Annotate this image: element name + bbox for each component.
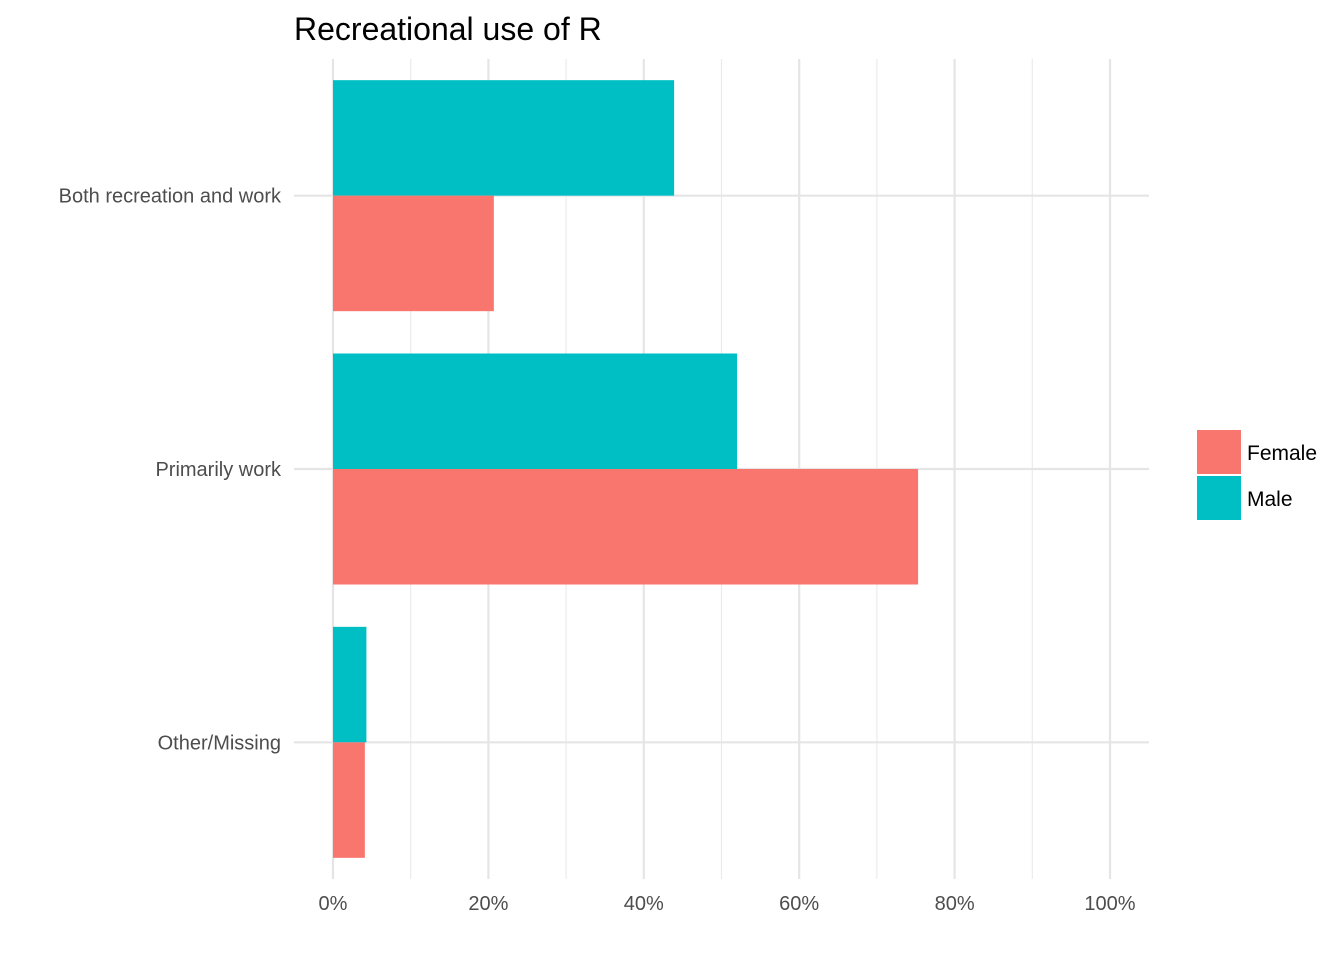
- y-tick-label: Other/Missing: [158, 732, 281, 754]
- x-tick-label: 60%: [779, 893, 819, 915]
- legend: Female Male: [1197, 430, 1317, 520]
- y-tick-label: Both recreation and work: [59, 186, 282, 208]
- x-tick-label: 0%: [319, 893, 348, 915]
- y-axis-labels: Both recreation and work Primarily work Ot…: [59, 186, 282, 755]
- bar-male: [333, 626, 367, 743]
- x-tick-label: 80%: [935, 893, 975, 915]
- bar-male: [333, 353, 738, 469]
- chart-title: Recreational use of R: [294, 11, 602, 47]
- y-tick-label: Primarily work: [155, 459, 282, 481]
- bars: [333, 80, 919, 858]
- x-tick-label: 20%: [468, 893, 508, 915]
- legend-label-male: Male: [1247, 488, 1293, 511]
- x-tick-label: 100%: [1084, 893, 1135, 915]
- legend-key-male: [1197, 476, 1241, 520]
- bar-female: [333, 469, 919, 585]
- legend-key-female: [1197, 430, 1241, 474]
- x-axis-labels: 0% 20% 40% 60% 80% 100%: [319, 893, 1136, 915]
- legend-label-female: Female: [1247, 442, 1317, 465]
- bar-male: [333, 80, 675, 196]
- x-tick-label: 40%: [624, 893, 664, 915]
- bar-female: [333, 195, 494, 312]
- bar-female: [333, 742, 365, 858]
